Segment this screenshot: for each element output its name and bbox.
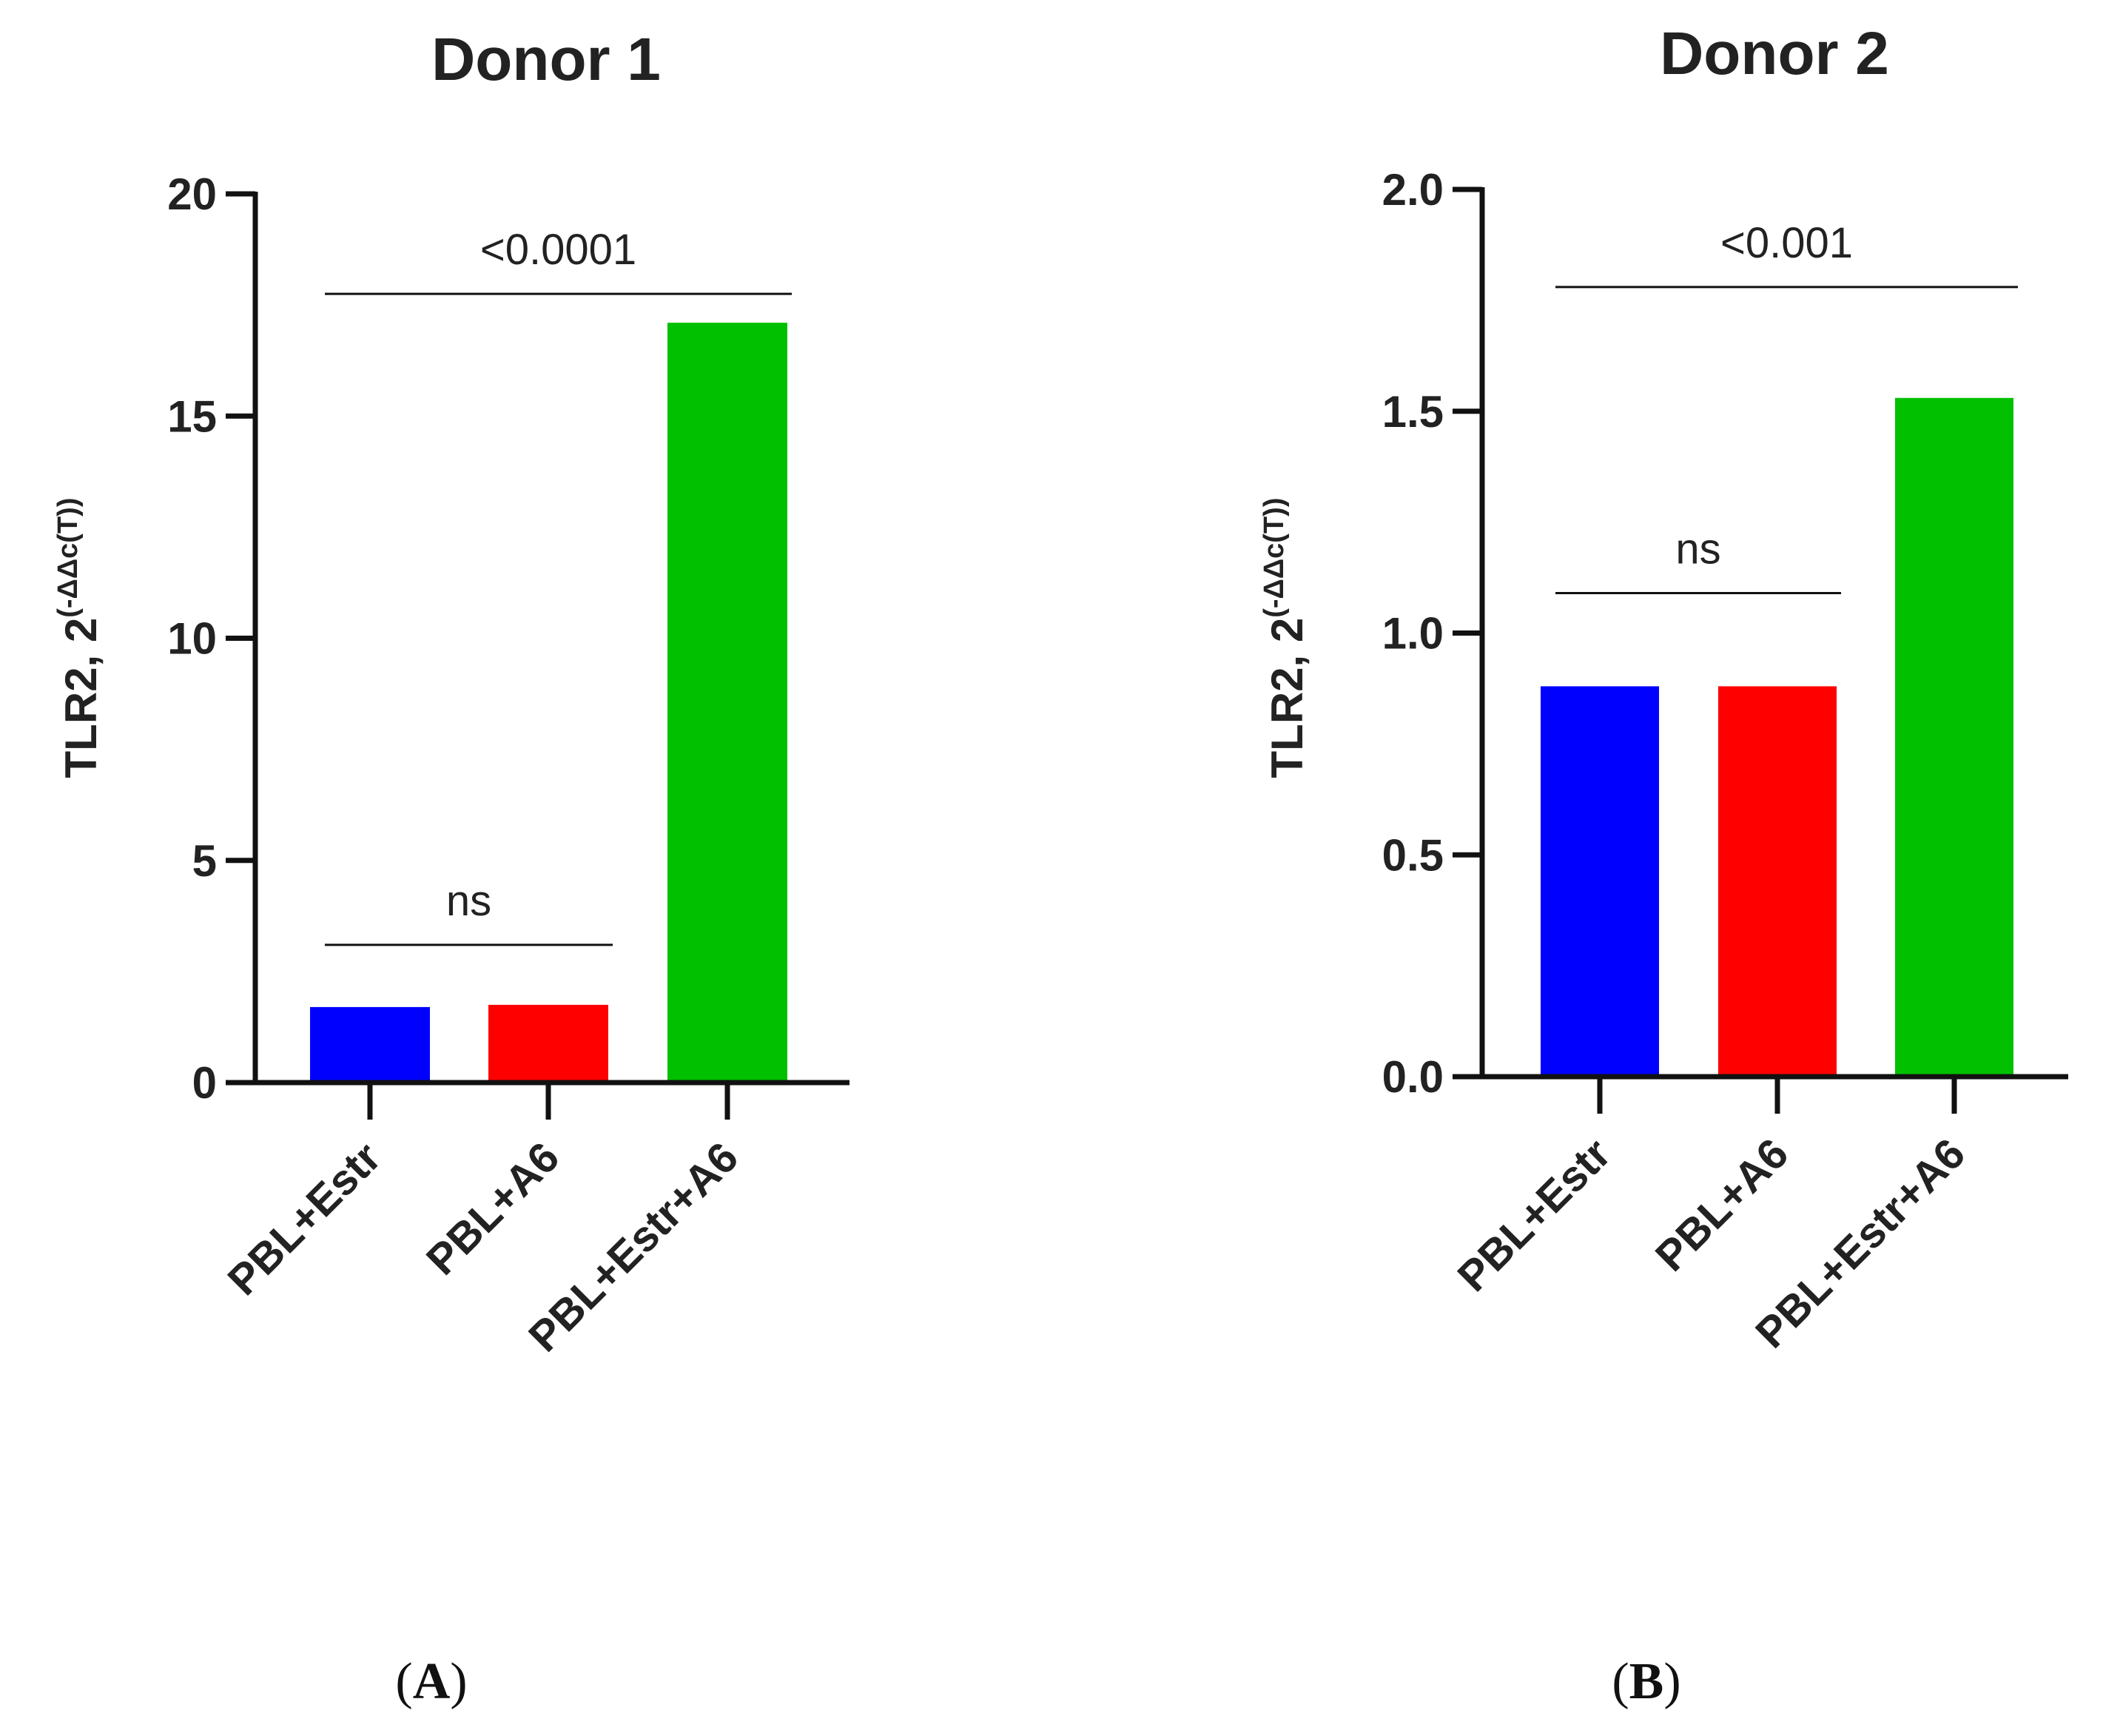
bar-pbl-estr-a6 <box>1895 397 2013 1077</box>
panel-letter: B <box>1629 1653 1664 1710</box>
y-tick-label: 15 <box>167 391 217 441</box>
bar-pbl-a6 <box>488 1004 608 1083</box>
bar-pbl-estr-a6 <box>667 323 787 1083</box>
y-tick-label: 0.0 <box>1382 1052 1444 1102</box>
y-tick-label: 0.5 <box>1382 830 1444 880</box>
x-tick-label: PBL+Estr <box>218 1133 390 1305</box>
chart-title: Donor 1 <box>431 26 661 93</box>
y-axis-label-superscript: (-ΔΔc(T)) <box>53 498 84 618</box>
x-tick-label: PBL+A6 <box>417 1133 568 1284</box>
y-tick-label: 1.5 <box>1382 387 1444 437</box>
panel-letter: A <box>413 1653 451 1710</box>
x-tick-label: PBL+A6 <box>1646 1129 1797 1280</box>
y-tick-label: 1.0 <box>1382 609 1444 659</box>
significance-label: <0.001 <box>1720 219 1853 267</box>
y-axis-label-main: TLR2, 2 <box>56 618 106 778</box>
significance-label: <0.0001 <box>480 226 636 274</box>
panel-label: (A) <box>395 1653 467 1710</box>
y-axis-label-main: TLR2, 2 <box>1262 618 1312 778</box>
significance-label: ns <box>1675 525 1720 573</box>
y-tick-label: 5 <box>192 836 217 886</box>
chart-title: Donor 2 <box>1660 20 1889 87</box>
bar-pbl-estr <box>1541 686 1659 1077</box>
y-tick-label: 2.0 <box>1382 165 1444 215</box>
y-axis-label-superscript: (-ΔΔc(T)) <box>1259 498 1290 618</box>
x-tick-label: PBL+Estr <box>1448 1129 1620 1301</box>
y-axis-label: TLR2, 2(-ΔΔc(T)) <box>53 498 106 778</box>
y-tick-label: 20 <box>167 169 217 219</box>
y-axis-label: TLR2, 2(-ΔΔc(T)) <box>1259 498 1312 778</box>
bar-pbl-estr <box>310 1006 430 1083</box>
bar-pbl-a6 <box>1718 686 1837 1077</box>
y-tick-label: 10 <box>167 614 217 664</box>
panel-label: (B) <box>1612 1653 1680 1710</box>
y-tick-label: 0 <box>192 1058 217 1108</box>
significance-label: ns <box>446 877 491 925</box>
